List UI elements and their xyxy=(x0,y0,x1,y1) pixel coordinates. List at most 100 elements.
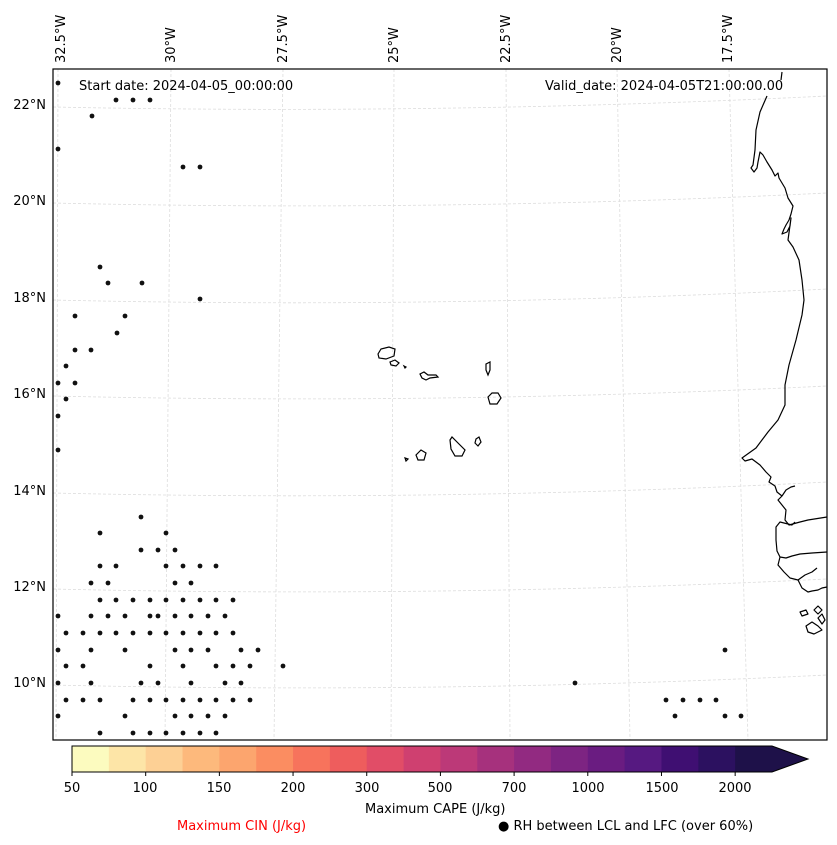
colorbar-tick-label: 1500 xyxy=(645,781,679,796)
rh-dot xyxy=(147,613,153,619)
cin-legend-label: Maximum CIN (J/kg) xyxy=(177,819,307,834)
rh-dot xyxy=(80,697,86,703)
rh-dot xyxy=(55,613,61,619)
rh-legend-label: RH between LCL and LFC (over 60%) xyxy=(513,819,754,834)
rh-dot xyxy=(147,97,153,103)
rh-dot xyxy=(163,563,169,569)
rh-dot xyxy=(80,663,86,669)
rh-dot xyxy=(213,697,219,703)
rh-dot xyxy=(180,697,186,703)
rh-dot xyxy=(122,647,128,653)
rh-dot xyxy=(130,597,136,603)
gridlines xyxy=(52,68,828,741)
rh-dot xyxy=(722,713,728,719)
rh-dot xyxy=(180,164,186,170)
rh-dot xyxy=(88,580,94,586)
island-santo-antao xyxy=(377,346,396,360)
rh-dot xyxy=(180,597,186,603)
rh-dot xyxy=(738,713,744,719)
rh-dot xyxy=(155,547,161,553)
rh-dot xyxy=(205,613,211,619)
rh-dot xyxy=(113,97,119,103)
colorbar-segment xyxy=(329,746,368,772)
rh-dot xyxy=(213,730,219,736)
colorbar-tick-label: 1000 xyxy=(571,781,605,796)
rh-dot xyxy=(88,347,94,353)
rh-dot xyxy=(80,630,86,636)
rh-dot xyxy=(97,630,103,636)
rh-dot xyxy=(197,697,203,703)
island-fogo xyxy=(415,449,427,461)
colorbar-segment xyxy=(550,746,589,772)
colorbar-segment xyxy=(403,746,441,772)
rh-dot xyxy=(163,630,169,636)
lat-label: 12°N xyxy=(13,580,46,595)
lon-gridline xyxy=(164,68,172,741)
lat-gridline xyxy=(52,288,828,304)
rh-dot xyxy=(97,563,103,569)
rh-dot xyxy=(180,663,186,669)
island-sao-nicolau xyxy=(419,371,440,381)
colorbar-segment xyxy=(440,746,478,772)
lat-gridline xyxy=(52,578,828,593)
lat-label: 14°N xyxy=(13,484,46,499)
rh-dot xyxy=(180,563,186,569)
colorbar-segment xyxy=(698,746,736,772)
rh-dot xyxy=(172,713,178,719)
rh-dot xyxy=(172,547,178,553)
rh-dot xyxy=(213,630,219,636)
rh-dot xyxy=(222,680,228,686)
colorbar-segment xyxy=(256,746,294,772)
rh-dot xyxy=(222,613,228,619)
rh-dot xyxy=(55,713,61,719)
lat-label: 10°N xyxy=(13,676,46,691)
rh-dot xyxy=(247,697,253,703)
rh-dot xyxy=(222,713,228,719)
rh-dot xyxy=(197,164,203,170)
rh-dot xyxy=(63,396,69,402)
colorbar-segment xyxy=(514,746,552,772)
rh-dot xyxy=(55,413,61,419)
rh-dot xyxy=(230,597,236,603)
rh-dot xyxy=(213,663,219,669)
rh-dot xyxy=(672,713,678,719)
rh-dot xyxy=(197,597,203,603)
rh-dot xyxy=(713,697,719,703)
rh-dot xyxy=(89,113,95,119)
rh-dot xyxy=(197,563,203,569)
rh-dot xyxy=(188,613,194,619)
lat-label: 20°N xyxy=(13,194,46,209)
lat-gridline xyxy=(52,481,828,497)
rh-dot xyxy=(180,630,186,636)
rh-dot xyxy=(105,580,111,586)
rh-dot xyxy=(138,514,144,520)
rh-dot xyxy=(122,313,128,319)
colorbar-segment xyxy=(587,746,626,772)
lat-gridline xyxy=(52,385,828,400)
colorbar-tick-label: 100 xyxy=(132,781,158,796)
rh-dot xyxy=(138,680,144,686)
coastline-guinea xyxy=(797,579,828,593)
rh-dot xyxy=(147,663,153,669)
rh-dot xyxy=(55,647,61,653)
rh-marker-icon: ● xyxy=(498,819,510,834)
lat-label: 22°N xyxy=(13,98,46,113)
rh-dot xyxy=(188,580,194,586)
colorbar-segment xyxy=(72,746,110,772)
lon-gridline xyxy=(505,68,511,741)
island-sal xyxy=(485,361,491,377)
rh-dot xyxy=(172,647,178,653)
rh-dot xyxy=(72,347,78,353)
lon-gridline xyxy=(55,68,59,741)
lat-gridline xyxy=(52,95,828,110)
rh-dot xyxy=(230,663,236,669)
rh-dot xyxy=(88,647,94,653)
colorbar-segment xyxy=(477,746,515,772)
rh-dot xyxy=(163,530,169,536)
valid-date-text: Valid_date: 2024-04-05T21:00:00.00 xyxy=(545,79,784,94)
colorbar-segment xyxy=(182,746,220,772)
lat-label: 16°N xyxy=(13,387,46,402)
rh-dot xyxy=(147,630,153,636)
island-boa-vista xyxy=(487,392,502,405)
rh-dot xyxy=(97,597,103,603)
